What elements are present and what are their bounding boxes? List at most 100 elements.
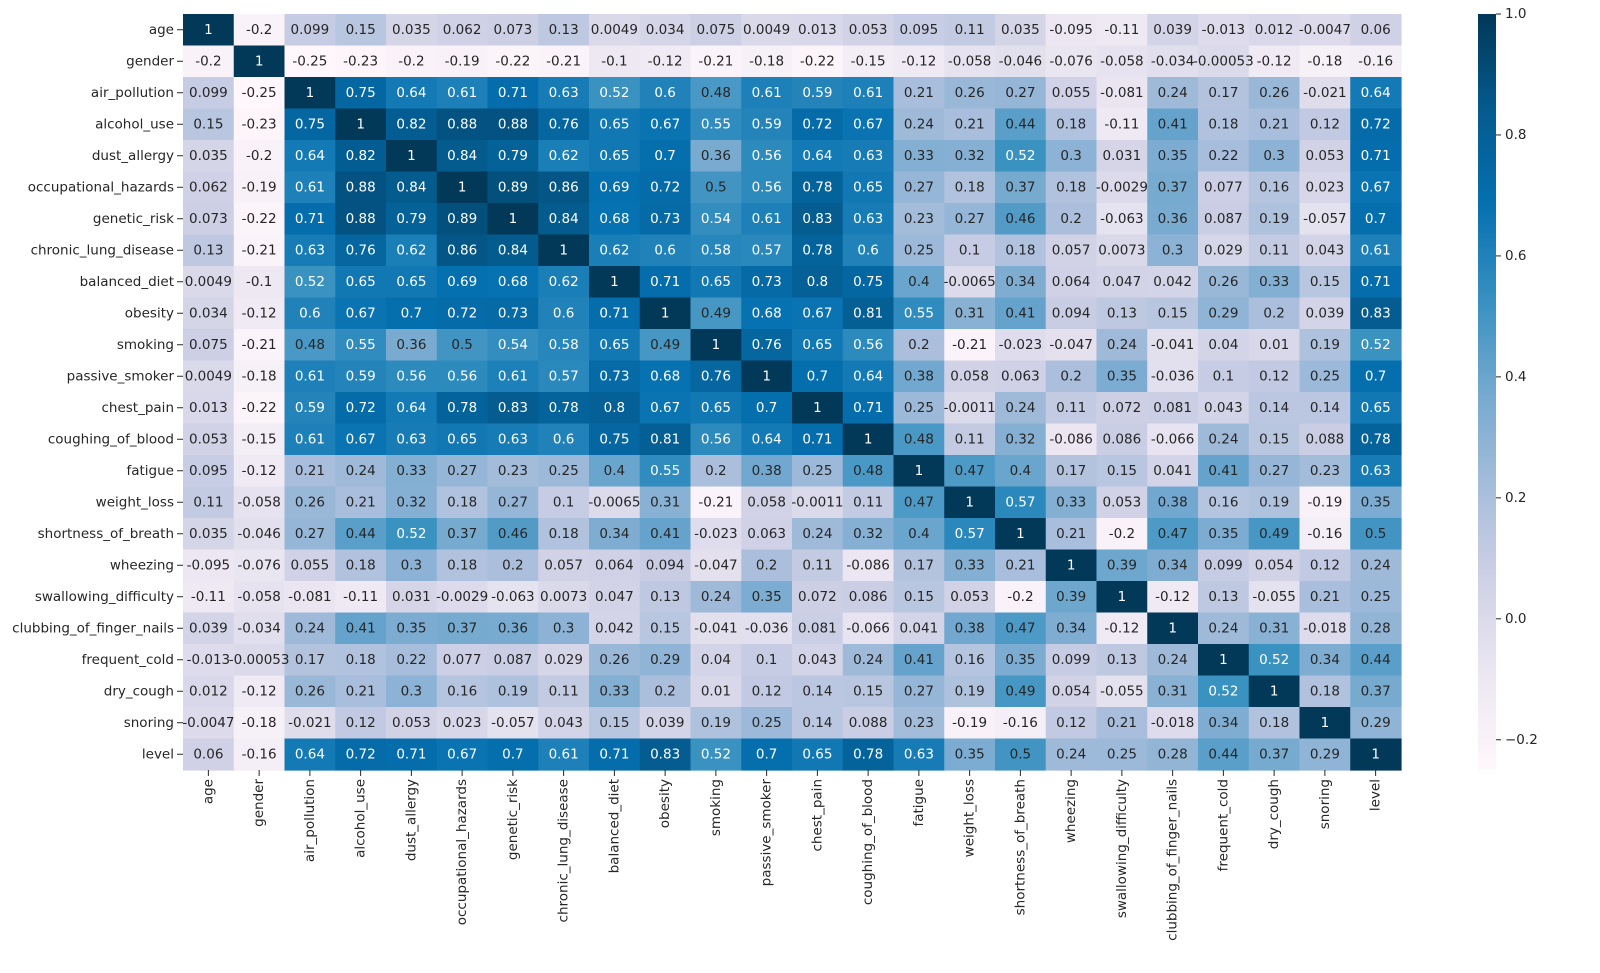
cell-annotation: 0.18 (1310, 683, 1340, 699)
heatmap-cell (690, 675, 742, 708)
cell-annotation: 0.73 (650, 211, 680, 227)
colorbar: 1.0 0.8 0.6 0.4 0.2 0.0 −0.2 (1478, 6, 1538, 770)
heatmap-cell (639, 45, 692, 78)
cell-annotation: 0.52 (1259, 652, 1289, 668)
heatmap-cell (995, 234, 1047, 267)
heatmap-cell (690, 707, 742, 740)
cell-annotation: 0.48 (701, 85, 731, 101)
heatmap-cell (1248, 297, 1301, 330)
heatmap-cell (792, 140, 844, 173)
cell-annotation: 0.11 (802, 557, 832, 573)
heatmap-cell (335, 518, 387, 551)
cell-annotation: 0.22 (1208, 148, 1238, 164)
cell-annotation: -0.12 (242, 305, 277, 321)
cell-annotation: 0.72 (1361, 116, 1391, 132)
heatmap-cell (1096, 612, 1148, 645)
heatmap-cell (1248, 45, 1301, 78)
heatmap-cell (589, 423, 641, 456)
heatmap-cell (1045, 675, 1098, 708)
cell-annotation: 0.18 (346, 557, 376, 573)
heatmap-cell (690, 644, 742, 677)
cell-annotation: 0.3 (401, 557, 422, 573)
cell-annotation: 0.0073 (1098, 242, 1145, 258)
heatmap-cell (1147, 45, 1199, 78)
heatmap-cell (741, 234, 793, 267)
heatmap-cell (1299, 549, 1351, 582)
cell-annotation: 0.073 (494, 22, 533, 38)
heatmap-cell (487, 203, 539, 236)
heatmap-cell (386, 549, 438, 582)
heatmap-cell (436, 581, 489, 614)
heatmap-cell (842, 455, 895, 488)
heatmap-cell (944, 77, 996, 110)
cell-annotation: 0.04 (1208, 337, 1238, 353)
heatmap-cell (792, 203, 844, 236)
heatmap-cell (1096, 549, 1148, 582)
heatmap-cell (1350, 45, 1402, 78)
cell-annotation: 0.11 (955, 431, 985, 447)
cell-annotation: 0.27 (904, 683, 934, 699)
cell-annotation: -0.11 (1104, 22, 1139, 38)
heatmap-cell (1096, 738, 1148, 771)
cell-annotation: -0.21 (952, 337, 987, 353)
heatmap-cell (436, 45, 489, 78)
cell-annotation: 0.41 (1005, 305, 1035, 321)
heatmap-cell (842, 707, 895, 740)
heatmap-cell (944, 486, 996, 519)
heatmap-cell (741, 455, 793, 488)
cell-annotation: 0.56 (752, 179, 782, 195)
heatmap-cell (233, 549, 286, 582)
colorbar-tick-label: 0.4 (1505, 369, 1526, 385)
cell-annotation: -0.25 (242, 85, 277, 101)
cell-annotation: 0.099 (189, 85, 228, 101)
heatmap-cell (639, 203, 692, 236)
cell-annotation: 0.1 (1213, 368, 1234, 384)
cell-annotation: 0.64 (802, 148, 832, 164)
cell-annotation: 0.56 (752, 148, 782, 164)
heatmap-cell (741, 392, 793, 425)
heatmap-cell (284, 45, 336, 78)
heatmap-cell (538, 108, 590, 141)
cell-annotation: 0.4 (908, 526, 929, 542)
cell-annotation: 0.086 (1103, 431, 1142, 447)
cell-annotation: -0.2 (246, 148, 272, 164)
heatmap-cell (1147, 738, 1199, 771)
cell-annotation: 0.031 (392, 589, 431, 605)
heatmap-cell (944, 581, 996, 614)
heatmap-cell (436, 392, 489, 425)
cell-annotation: 0.057 (1052, 242, 1091, 258)
heatmap-cell (1350, 108, 1402, 141)
cell-annotation: -0.036 (1151, 368, 1195, 384)
heatmap-cell (842, 675, 895, 708)
heatmap-cell (538, 518, 590, 551)
heatmap-cell (893, 360, 945, 393)
cell-annotation: 0.087 (494, 652, 533, 668)
heatmap-cell (842, 549, 895, 582)
heatmap-cell (690, 581, 742, 614)
heatmap-cell (1198, 455, 1250, 488)
x-tick-label: level (1368, 779, 1384, 811)
heatmap-cell (639, 392, 692, 425)
cell-annotation: -0.1 (601, 53, 627, 69)
cell-annotation: 0.71 (396, 746, 426, 762)
heatmap-cell (1096, 234, 1148, 267)
heatmap-cell (487, 392, 539, 425)
cell-annotation: 0.68 (599, 211, 629, 227)
cell-annotation: 0.4 (1010, 463, 1031, 479)
heatmap-cell (792, 423, 844, 456)
heatmap-cell (1096, 14, 1148, 47)
heatmap-cell (842, 612, 895, 645)
heatmap-cell (233, 77, 286, 110)
heatmap-cell (792, 14, 844, 47)
heatmap-cell (690, 549, 742, 582)
heatmap-cell (538, 14, 590, 47)
heatmap-cell (842, 738, 895, 771)
cell-annotation: -0.12 (242, 463, 277, 479)
cell-annotation: -0.11 (191, 589, 226, 605)
heatmap-cell (1299, 581, 1351, 614)
cell-annotation: 0.61 (498, 368, 528, 384)
heatmap-cell (1299, 171, 1351, 204)
cell-annotation: 0.44 (1361, 652, 1391, 668)
heatmap-cell (589, 234, 641, 267)
cell-annotation: 0.18 (1056, 116, 1086, 132)
